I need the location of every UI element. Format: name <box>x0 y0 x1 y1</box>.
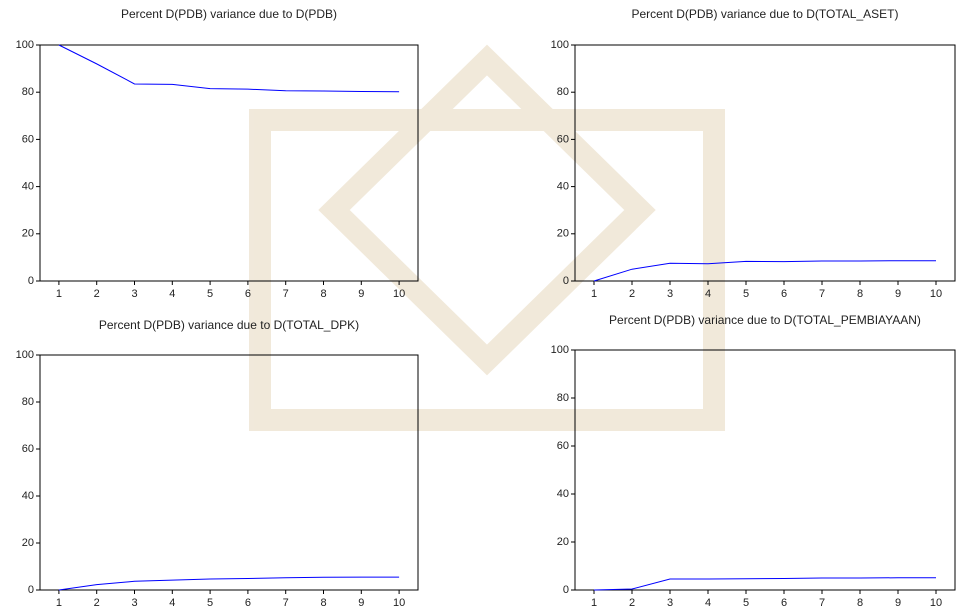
y-tick-label: 100 <box>551 344 569 356</box>
plot-frame <box>575 45 955 281</box>
x-tick-label: 8 <box>320 597 326 609</box>
x-tick-label: 5 <box>207 288 213 300</box>
y-tick-label: 0 <box>563 275 569 287</box>
y-tick-label: 100 <box>16 349 34 361</box>
y-tick-label: 0 <box>563 584 569 596</box>
y-tick-label: 40 <box>557 181 569 193</box>
x-tick-label: 5 <box>743 288 749 300</box>
y-tick-label: 20 <box>22 228 34 240</box>
x-tick-label: 1 <box>591 288 597 300</box>
y-tick-label: 40 <box>22 490 34 502</box>
x-tick-label: 6 <box>245 288 251 300</box>
series-line <box>594 578 936 590</box>
x-tick-label: 8 <box>320 288 326 300</box>
y-tick-label: 60 <box>557 440 569 452</box>
x-tick-label: 8 <box>857 597 863 609</box>
y-tick-label: 0 <box>28 584 34 596</box>
x-tick-label: 8 <box>857 288 863 300</box>
y-tick-label: 40 <box>22 181 34 193</box>
x-tick-label: 2 <box>629 288 635 300</box>
x-tick-label: 3 <box>667 288 673 300</box>
figure: Percent D(PDB) variance due to D(PDB)020… <box>0 0 974 615</box>
x-tick-label: 1 <box>56 288 62 300</box>
chart-title: Percent D(PDB) variance due to D(TOTAL_D… <box>99 318 359 332</box>
y-tick-label: 20 <box>557 536 569 548</box>
y-tick-label: 100 <box>16 39 34 51</box>
y-tick-label: 80 <box>557 392 569 404</box>
y-tick-label: 20 <box>22 537 34 549</box>
x-tick-label: 4 <box>705 288 711 300</box>
x-tick-label: 7 <box>283 597 289 609</box>
x-tick-label: 9 <box>358 288 364 300</box>
x-tick-label: 4 <box>169 597 175 609</box>
series-line <box>594 261 936 281</box>
x-tick-label: 4 <box>169 288 175 300</box>
x-tick-label: 7 <box>819 597 825 609</box>
x-tick-label: 2 <box>629 597 635 609</box>
x-tick-label: 6 <box>245 597 251 609</box>
x-tick-label: 2 <box>94 288 100 300</box>
y-tick-label: 80 <box>557 86 569 98</box>
y-tick-label: 60 <box>22 443 34 455</box>
plot-frame <box>40 355 418 590</box>
x-tick-label: 3 <box>131 597 137 609</box>
x-tick-label: 2 <box>94 597 100 609</box>
plot-frame <box>575 350 955 590</box>
x-tick-label: 1 <box>56 597 62 609</box>
chart-title: Percent D(PDB) variance due to D(PDB) <box>121 7 337 21</box>
x-tick-label: 3 <box>667 597 673 609</box>
x-tick-label: 5 <box>743 597 749 609</box>
x-tick-label: 6 <box>781 597 787 609</box>
x-tick-label: 4 <box>705 597 711 609</box>
x-tick-label: 7 <box>819 288 825 300</box>
x-tick-label: 10 <box>393 597 405 609</box>
chart-title: Percent D(PDB) variance due to D(TOTAL_A… <box>632 7 899 21</box>
x-tick-label: 10 <box>393 288 405 300</box>
chart-title: Percent D(PDB) variance due to D(TOTAL_P… <box>609 313 921 327</box>
y-tick-label: 100 <box>551 39 569 51</box>
x-tick-label: 6 <box>781 288 787 300</box>
x-tick-label: 3 <box>131 288 137 300</box>
y-tick-label: 60 <box>557 133 569 145</box>
x-tick-label: 10 <box>930 288 942 300</box>
series-line <box>59 577 399 590</box>
y-tick-label: 0 <box>28 275 34 287</box>
watermark <box>260 60 714 420</box>
y-tick-label: 40 <box>557 488 569 500</box>
x-tick-label: 7 <box>283 288 289 300</box>
y-tick-label: 80 <box>22 396 34 408</box>
x-tick-label: 9 <box>358 597 364 609</box>
y-tick-label: 80 <box>22 86 34 98</box>
series-line <box>59 45 399 92</box>
x-tick-label: 1 <box>591 597 597 609</box>
x-tick-label: 9 <box>895 597 901 609</box>
x-tick-label: 5 <box>207 597 213 609</box>
x-tick-label: 10 <box>930 597 942 609</box>
y-tick-label: 60 <box>22 133 34 145</box>
y-tick-label: 20 <box>557 228 569 240</box>
x-tick-label: 9 <box>895 288 901 300</box>
